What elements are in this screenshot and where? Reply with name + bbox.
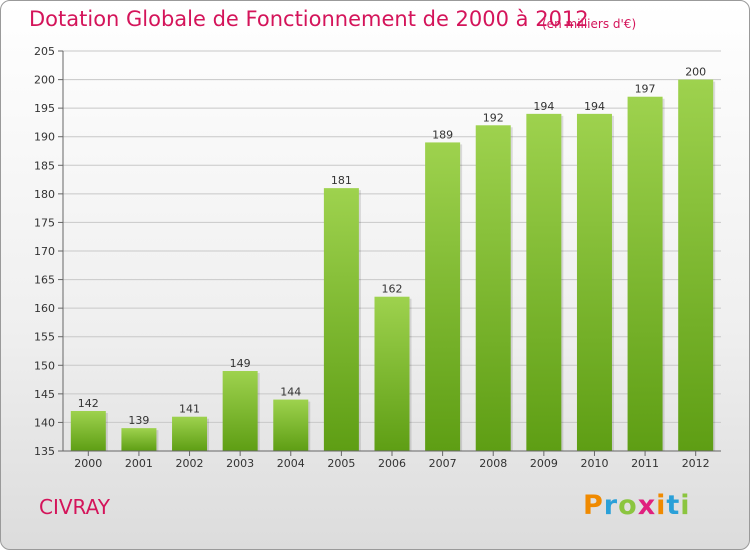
x-tick-label: 2004 bbox=[277, 457, 305, 470]
city-name: CIVRAY bbox=[39, 495, 110, 519]
proxiti-logo: Proxiti bbox=[583, 490, 691, 521]
bar-value-label: 200 bbox=[685, 66, 706, 79]
y-tick-label: 155 bbox=[34, 331, 55, 344]
x-tick-label: 2002 bbox=[176, 457, 204, 470]
bar-value-label: 142 bbox=[78, 397, 99, 410]
x-tick-label: 2010 bbox=[580, 457, 608, 470]
x-tick-label: 2008 bbox=[479, 457, 507, 470]
chart-title: Dotation Globale de Fonctionnement de 20… bbox=[29, 7, 589, 31]
y-tick-label: 150 bbox=[34, 359, 55, 372]
logo-letter: i bbox=[656, 490, 667, 521]
bar-2009 bbox=[526, 113, 562, 451]
bar-value-label: 197 bbox=[635, 83, 656, 96]
x-axis-ticks: 2000 2001 2002 2003 2004 2005 2006 2007 2008 2009… bbox=[74, 451, 710, 470]
y-tick-label: 160 bbox=[34, 302, 55, 315]
y-tick-label: 175 bbox=[34, 216, 55, 229]
bar-value-label: 181 bbox=[331, 174, 352, 187]
bar-value-label: 162 bbox=[382, 283, 403, 296]
bar-value-label: 141 bbox=[179, 403, 200, 416]
y-tick-label: 185 bbox=[34, 159, 55, 172]
y-tick-label: 205 bbox=[34, 45, 55, 58]
y-tick-label: 195 bbox=[34, 102, 55, 115]
y-tick-label: 145 bbox=[34, 388, 55, 401]
x-tick-label: 2003 bbox=[226, 457, 254, 470]
x-tick-label: 2009 bbox=[530, 457, 558, 470]
bar-value-label: 189 bbox=[432, 128, 453, 141]
x-tick-label: 2005 bbox=[327, 457, 355, 470]
y-tick-label: 140 bbox=[34, 416, 55, 429]
x-tick-label: 2006 bbox=[378, 457, 406, 470]
x-tick-label: 2012 bbox=[682, 457, 710, 470]
bar-2003 bbox=[222, 371, 258, 451]
bar-2001 bbox=[121, 428, 157, 451]
bar-2008 bbox=[475, 125, 511, 452]
bar-2007 bbox=[425, 142, 461, 451]
bar-value-label: 192 bbox=[483, 111, 504, 124]
logo-letter: P bbox=[583, 490, 604, 521]
bar-2011 bbox=[627, 96, 663, 451]
x-tick-label: 2000 bbox=[74, 457, 102, 470]
bar-2006 bbox=[374, 296, 410, 451]
logo-letter: t bbox=[666, 490, 681, 521]
bar-2005 bbox=[323, 188, 359, 451]
y-tick-label: 170 bbox=[34, 245, 55, 258]
logo-letter: i bbox=[680, 490, 691, 521]
bars: 142 139 141 149 144 181 162 189 192 194 194 197 200 bbox=[70, 66, 716, 452]
bar-2004 bbox=[273, 399, 309, 451]
logo-letter: o bbox=[618, 490, 638, 521]
y-tick-label: 135 bbox=[34, 445, 55, 458]
bar-value-label: 139 bbox=[128, 414, 149, 427]
bar-2000 bbox=[70, 411, 106, 451]
chart-subtitle: (en milliers d'€) bbox=[542, 17, 637, 31]
bar-value-label: 149 bbox=[230, 357, 251, 370]
bar-value-label: 144 bbox=[280, 386, 301, 399]
bar-2010 bbox=[576, 113, 612, 451]
x-tick-label: 2007 bbox=[429, 457, 457, 470]
x-tick-label: 2001 bbox=[125, 457, 153, 470]
y-tick-label: 200 bbox=[34, 74, 55, 87]
x-tick-label: 2011 bbox=[631, 457, 659, 470]
logo-letter: x bbox=[637, 490, 657, 521]
bar-2002 bbox=[172, 416, 208, 451]
y-tick-label: 165 bbox=[34, 274, 55, 287]
y-axis-ticks: 135 140 145 150 155 160 165 170 175 180 185 190 195 2… bbox=[34, 45, 63, 458]
y-tick-label: 180 bbox=[34, 188, 55, 201]
bar-2012 bbox=[678, 79, 714, 452]
y-tick-label: 190 bbox=[34, 131, 55, 144]
bar-value-label: 194 bbox=[584, 100, 605, 113]
bar-value-label: 194 bbox=[533, 100, 554, 113]
logo-letter: r bbox=[603, 490, 619, 521]
